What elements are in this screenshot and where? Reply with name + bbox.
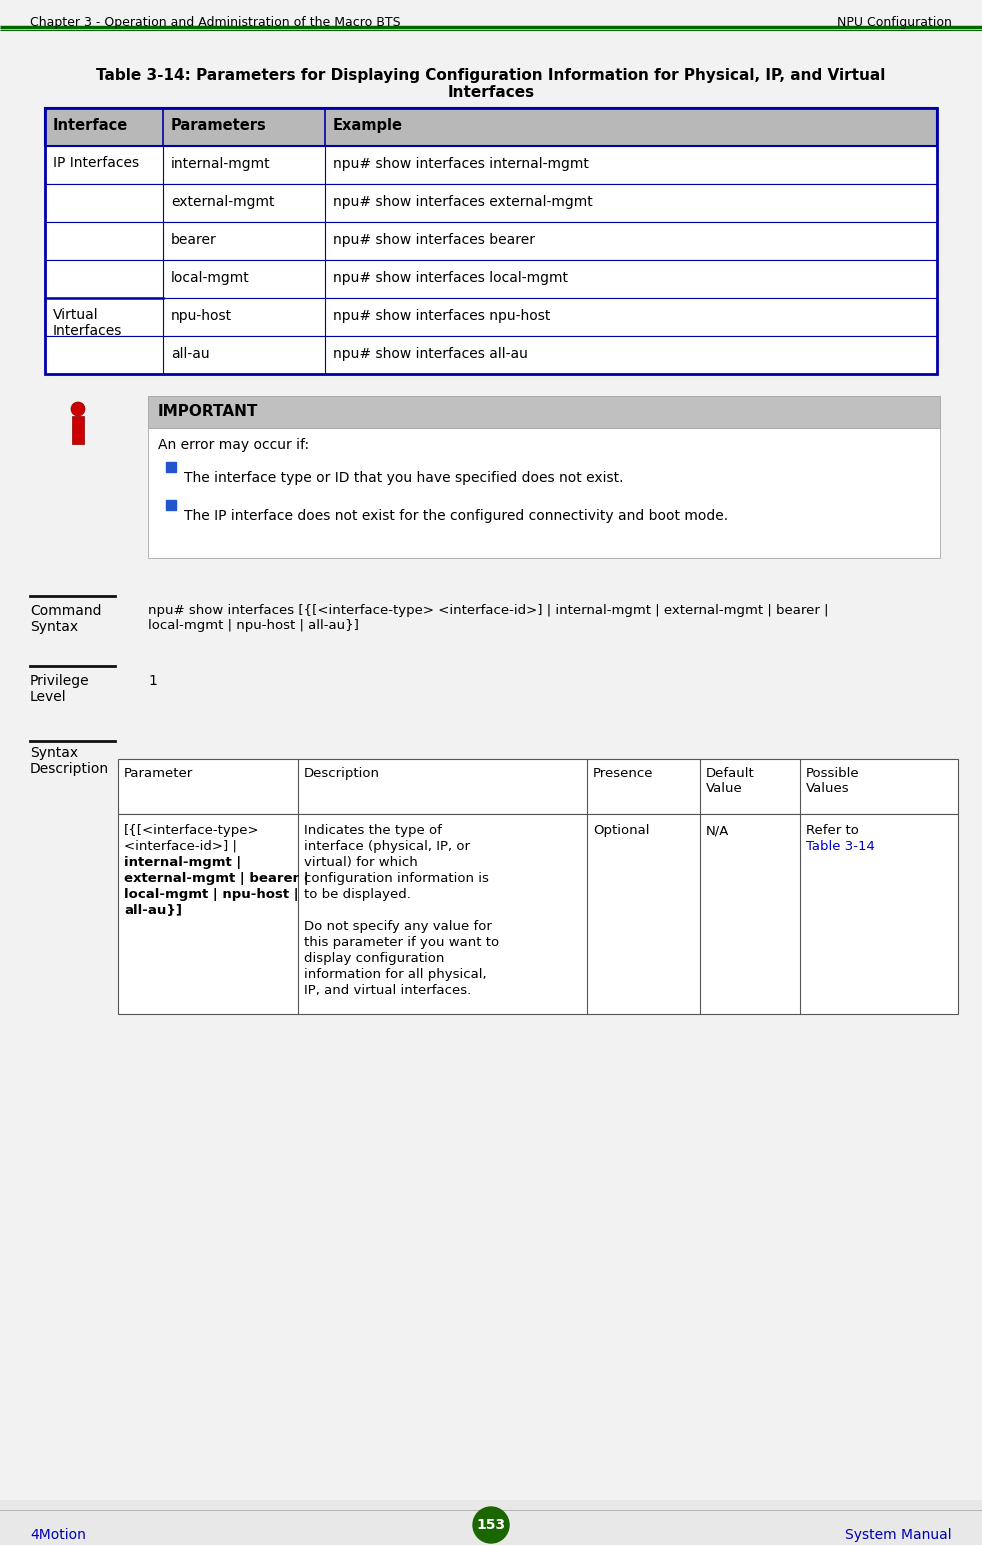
Text: internal-mgmt |: internal-mgmt | (124, 856, 242, 868)
Text: Possible
Values: Possible Values (806, 766, 859, 796)
Text: IP Interfaces: IP Interfaces (53, 156, 139, 170)
Text: Refer to: Refer to (806, 823, 859, 837)
Text: npu-host: npu-host (171, 309, 232, 323)
Bar (118, 814, 958, 1014)
Ellipse shape (71, 402, 85, 416)
Text: 4Motion: 4Motion (30, 1528, 85, 1542)
Text: Presence: Presence (593, 766, 653, 780)
Text: npu# show interfaces all-au: npu# show interfaces all-au (333, 348, 528, 362)
Text: npu# show interfaces npu-host: npu# show interfaces npu-host (333, 309, 550, 323)
Text: NPU Configuration: NPU Configuration (837, 15, 952, 29)
Text: Privilege
Level: Privilege Level (30, 674, 89, 705)
Text: information for all physical,: information for all physical, (304, 969, 487, 981)
Text: npu# show interfaces [{[<interface-type> <interface-id>] | internal-mgmt | exter: npu# show interfaces [{[<interface-type>… (148, 604, 829, 616)
Text: System Manual: System Manual (846, 1528, 952, 1542)
Bar (166, 501, 176, 510)
Bar (45, 298, 937, 335)
Bar (45, 145, 937, 184)
Bar (45, 108, 937, 374)
Text: to be displayed.: to be displayed. (304, 888, 410, 901)
Text: <interface-id>] |: <interface-id>] | (124, 840, 237, 853)
Text: local-mgmt | npu-host |: local-mgmt | npu-host | (124, 888, 299, 901)
Text: virtual) for which: virtual) for which (304, 856, 417, 868)
Text: interface (physical, IP, or: interface (physical, IP, or (304, 840, 470, 853)
Text: N/A: N/A (706, 823, 730, 837)
Bar (148, 396, 940, 428)
Text: Table 3-14: Table 3-14 (806, 840, 875, 853)
Circle shape (473, 1506, 509, 1543)
Text: internal-mgmt: internal-mgmt (171, 158, 271, 171)
Text: Interface: Interface (53, 117, 129, 133)
Text: Syntax
Description: Syntax Description (30, 746, 109, 776)
Text: Default
Value: Default Value (706, 766, 755, 796)
Bar (148, 428, 940, 558)
Text: all-au}]: all-au}] (124, 904, 182, 918)
Text: 1: 1 (148, 674, 157, 688)
Text: configuration information is: configuration information is (304, 871, 489, 885)
Text: Optional: Optional (593, 823, 649, 837)
Text: npu# show interfaces external-mgmt: npu# show interfaces external-mgmt (333, 195, 593, 209)
Text: Parameter: Parameter (124, 766, 193, 780)
Text: display configuration: display configuration (304, 952, 445, 966)
Text: local-mgmt | npu-host | all-au}]: local-mgmt | npu-host | all-au}] (148, 620, 358, 632)
Text: The interface type or ID that you have specified does not exist.: The interface type or ID that you have s… (184, 471, 624, 485)
Text: [{[<interface-type>: [{[<interface-type> (124, 823, 259, 837)
Text: The IP interface does not exist for the configured connectivity and boot mode.: The IP interface does not exist for the … (184, 508, 728, 524)
Bar (0, 1500, 982, 1545)
Text: npu# show interfaces local-mgmt: npu# show interfaces local-mgmt (333, 270, 568, 284)
Bar (45, 335, 937, 374)
Text: Chapter 3 - Operation and Administration of the Macro BTS: Chapter 3 - Operation and Administration… (30, 15, 401, 29)
Text: external-mgmt: external-mgmt (171, 195, 275, 209)
Bar (45, 184, 937, 222)
Text: IMPORTANT: IMPORTANT (158, 403, 258, 419)
Text: npu# show interfaces bearer: npu# show interfaces bearer (333, 233, 535, 247)
Text: Example: Example (333, 117, 403, 133)
Text: An error may occur if:: An error may occur if: (158, 437, 309, 453)
Text: Virtual
Interfaces: Virtual Interfaces (53, 307, 123, 338)
Bar (118, 759, 958, 814)
Text: npu# show interfaces internal-mgmt: npu# show interfaces internal-mgmt (333, 158, 589, 171)
Text: IP, and virtual interfaces.: IP, and virtual interfaces. (304, 984, 471, 997)
Bar (45, 108, 937, 145)
Text: 153: 153 (476, 1519, 506, 1533)
Text: external-mgmt | bearer |: external-mgmt | bearer | (124, 871, 308, 885)
Text: Parameters: Parameters (171, 117, 267, 133)
Text: local-mgmt: local-mgmt (171, 270, 249, 284)
Text: Indicates the type of: Indicates the type of (304, 823, 442, 837)
Bar (45, 260, 937, 298)
Bar (166, 462, 176, 473)
Text: this parameter if you want to: this parameter if you want to (304, 936, 499, 949)
Text: Interfaces: Interfaces (448, 85, 534, 100)
Text: Command
Syntax: Command Syntax (30, 604, 101, 633)
Text: bearer: bearer (171, 233, 217, 247)
Text: all-au: all-au (171, 348, 209, 362)
Text: Table 3-14: Parameters for Displaying Configuration Information for Physical, IP: Table 3-14: Parameters for Displaying Co… (96, 68, 886, 83)
Bar (45, 222, 937, 260)
Text: Do not specify any value for: Do not specify any value for (304, 919, 492, 933)
Bar (72, 416, 84, 443)
Text: Description: Description (304, 766, 380, 780)
